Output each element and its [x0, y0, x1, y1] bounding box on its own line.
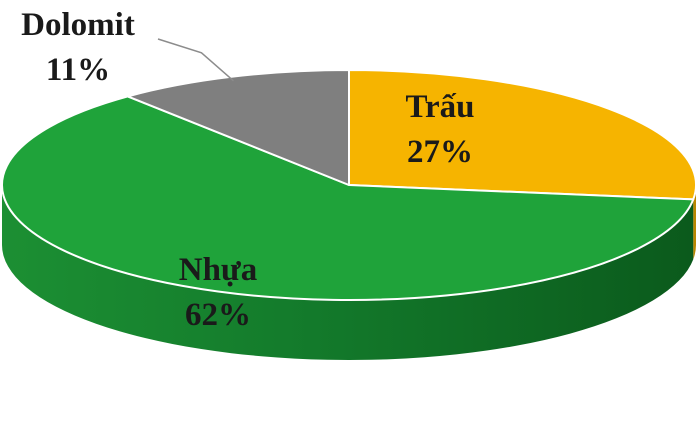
pie-slices	[1, 69, 697, 301]
slice-name-nhua: Nhựa	[179, 252, 258, 288]
slice-name-trau: Trấu	[405, 89, 474, 125]
slice-dolomit	[126, 69, 350, 186]
slice-nhua	[1, 95, 695, 301]
slice-labels: Trấu 27% Nhựa 62% Dolomit 11%	[21, 7, 474, 333]
slice-value-trau: 27%	[407, 134, 473, 170]
leader-lines	[157, 38, 234, 82]
pie-sides	[2, 185, 696, 360]
slice-name-dolomit: Dolomit	[21, 7, 135, 43]
slice-trau	[348, 69, 697, 201]
slice-side-trau	[693, 185, 696, 260]
slice-side-nhua	[2, 185, 694, 360]
slice-value-nhua: 62%	[185, 297, 251, 333]
slice-value-dolomit: 11%	[46, 52, 110, 88]
leader-line-dolomit	[157, 38, 234, 82]
